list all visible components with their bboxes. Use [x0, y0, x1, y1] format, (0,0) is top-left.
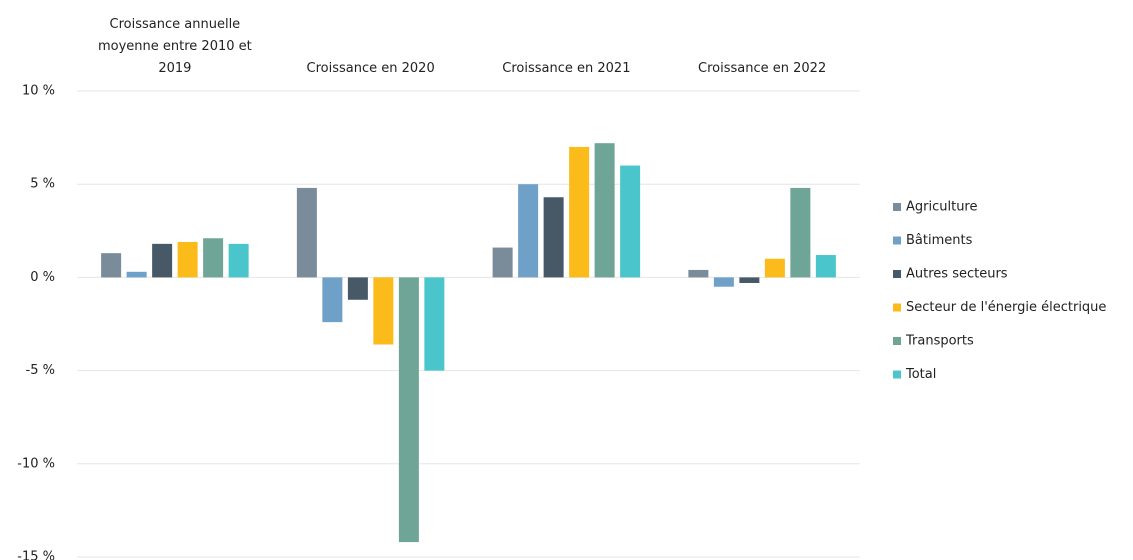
bar [398, 277, 419, 543]
legend-label: Autres secteurs [906, 267, 1008, 282]
y-tick-label: 0 % [30, 270, 55, 285]
bar [739, 277, 760, 283]
legend-swatch [893, 303, 901, 312]
bar [543, 197, 564, 278]
y-tick-label: -5 % [26, 363, 55, 378]
bar [322, 277, 343, 323]
y-tick-label: -10 % [17, 456, 55, 471]
legend-label: Bâtiments [906, 233, 973, 248]
bar [152, 243, 173, 278]
bar [518, 184, 539, 278]
legend-label: Secteur de l'énergie électrique [906, 300, 1106, 315]
bar [688, 269, 709, 278]
legend-swatch [893, 270, 901, 278]
legend-label: Agriculture [906, 200, 978, 215]
bar [373, 277, 394, 345]
legend-label: Total [905, 367, 936, 382]
category-label: Croissance en 2022 [698, 61, 827, 76]
bar [126, 271, 147, 278]
y-tick-label: 10 % [22, 84, 55, 99]
bar [594, 143, 615, 278]
bar [203, 238, 224, 278]
bar [713, 277, 734, 287]
bar [620, 165, 641, 278]
legend-swatch [893, 203, 901, 211]
legend-swatch [893, 337, 901, 345]
legend-swatch [893, 236, 901, 245]
bar [569, 146, 590, 278]
y-tick-label: -15 % [17, 550, 55, 560]
bar [296, 187, 317, 278]
bar [177, 241, 198, 278]
category-label: Croissance en 2020 [306, 61, 435, 76]
bar [815, 255, 836, 278]
y-tick-label: 5 % [30, 177, 55, 192]
category-label: Croissance en 2021 [502, 61, 631, 76]
bar [790, 187, 811, 278]
bar [101, 253, 122, 278]
bar [492, 247, 513, 278]
category-label: Croissance annuelle moyenne entre 2010 e… [97, 17, 252, 76]
legend-label: Transports [905, 334, 974, 349]
bar [347, 277, 368, 300]
legend-swatch [893, 370, 901, 379]
bar [764, 258, 785, 278]
bar [228, 243, 249, 278]
bar [424, 277, 445, 371]
